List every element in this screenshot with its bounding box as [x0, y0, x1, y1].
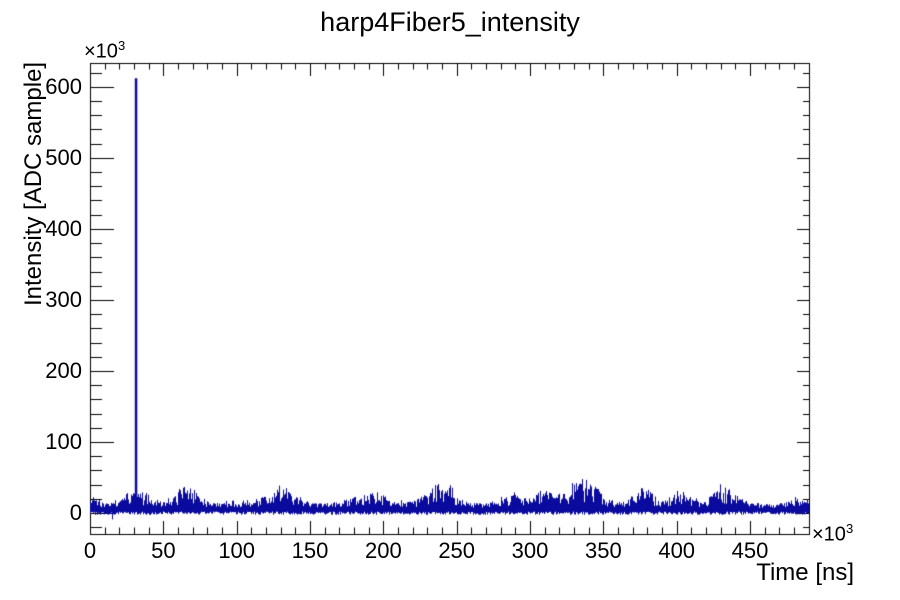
x-tick-label: 0 [83, 538, 97, 563]
x-tick-label: 300 [511, 538, 549, 563]
x-tick-label: 150 [291, 538, 329, 563]
y-tick-label: 400 [45, 215, 82, 241]
y-tick-label: 0 [69, 500, 82, 526]
y-tick-label: 100 [45, 429, 82, 454]
x-axis-exponent: ×103 [812, 521, 854, 546]
x-tick-label: 100 [218, 538, 256, 563]
y-axis-exponent: ×103 [84, 38, 126, 63]
chart-title: harp4Fiber5_intensity [320, 7, 580, 37]
y-tick-label: 200 [45, 357, 82, 383]
x-tick-label: 450 [731, 538, 769, 563]
y-tick-label: 300 [45, 286, 82, 312]
y-tick-label: 500 [45, 144, 82, 170]
x-tick-label: 400 [658, 538, 696, 563]
x-tick-label: 50 [151, 538, 176, 563]
x-tick-label: 350 [585, 538, 622, 563]
x-axis-title: Time [ns] [756, 559, 854, 586]
x-tick-label: 250 [438, 538, 476, 563]
y-tick-label: 600 [45, 73, 82, 99]
x-tick-label: 200 [364, 538, 402, 563]
y-axis-title: Intensity [ADC sample] [20, 61, 47, 306]
